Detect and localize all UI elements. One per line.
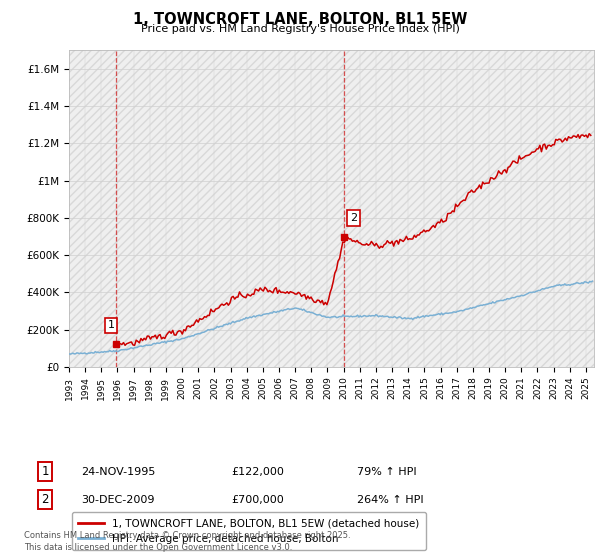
Text: 1, TOWNCROFT LANE, BOLTON, BL1 5EW: 1, TOWNCROFT LANE, BOLTON, BL1 5EW <box>133 12 467 27</box>
Text: 2: 2 <box>350 213 357 223</box>
Text: Contains HM Land Registry data © Crown copyright and database right 2025.
This d: Contains HM Land Registry data © Crown c… <box>24 531 350 552</box>
Text: 1: 1 <box>107 320 115 330</box>
Text: Price paid vs. HM Land Registry's House Price Index (HPI): Price paid vs. HM Land Registry's House … <box>140 24 460 34</box>
Text: 2: 2 <box>41 493 49 506</box>
Text: 30-DEC-2009: 30-DEC-2009 <box>81 494 155 505</box>
Legend: 1, TOWNCROFT LANE, BOLTON, BL1 5EW (detached house), HPI: Average price, detache: 1, TOWNCROFT LANE, BOLTON, BL1 5EW (deta… <box>71 512 426 550</box>
Text: 79% ↑ HPI: 79% ↑ HPI <box>357 466 416 477</box>
Text: £700,000: £700,000 <box>231 494 284 505</box>
Text: 24-NOV-1995: 24-NOV-1995 <box>81 466 155 477</box>
Text: 264% ↑ HPI: 264% ↑ HPI <box>357 494 424 505</box>
Text: £122,000: £122,000 <box>231 466 284 477</box>
Text: 1: 1 <box>41 465 49 478</box>
